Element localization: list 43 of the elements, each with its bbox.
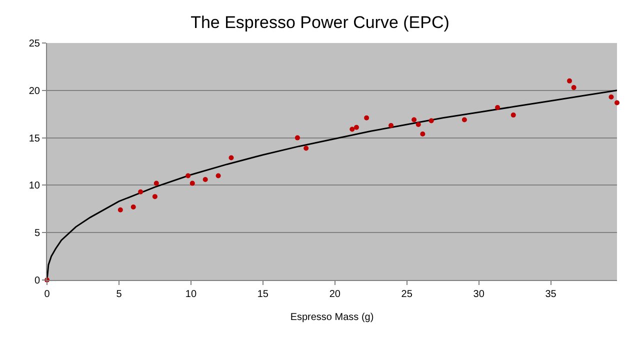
point	[388, 122, 394, 128]
y-tick-label: 10	[28, 180, 40, 192]
point	[571, 85, 576, 90]
point	[154, 180, 159, 186]
y-tick-label: 25	[28, 38, 40, 50]
point	[462, 117, 467, 122]
x-axis-title: Espresso Mass (g)	[290, 312, 374, 323]
x-tick-label: 20	[329, 289, 341, 300]
point	[614, 100, 620, 106]
point	[152, 194, 158, 200]
chart-title: The Espresso Power Curve (EPC)	[190, 13, 450, 32]
x-tick-label: 35	[545, 289, 557, 300]
point	[567, 78, 572, 84]
point	[420, 132, 426, 137]
point	[118, 207, 123, 212]
x-tick-label: 5	[116, 289, 122, 300]
point	[202, 177, 208, 182]
point	[216, 173, 221, 178]
point	[364, 115, 370, 120]
x-tick-label: 0	[44, 289, 50, 300]
y-tick-label: 20	[28, 86, 40, 97]
point	[412, 117, 417, 122]
x-tick-label: 25	[401, 289, 413, 300]
y-tick-label: 0	[34, 276, 40, 286]
x-tick-label: 15	[257, 289, 269, 300]
y-tick-label: 5	[34, 228, 40, 240]
point	[138, 189, 144, 194]
point	[495, 104, 500, 110]
point	[228, 155, 234, 160]
point	[304, 146, 309, 151]
y-tick-label: 15	[28, 133, 40, 144]
point	[190, 180, 195, 186]
point	[350, 126, 355, 132]
point	[510, 112, 516, 118]
point	[294, 135, 300, 140]
point	[416, 122, 421, 128]
point	[354, 124, 359, 130]
point	[608, 94, 614, 100]
x-tick-label: 30	[473, 289, 485, 300]
x-tick-label: 10	[185, 289, 197, 300]
point	[428, 118, 434, 124]
point	[186, 173, 191, 178]
point	[130, 204, 136, 210]
